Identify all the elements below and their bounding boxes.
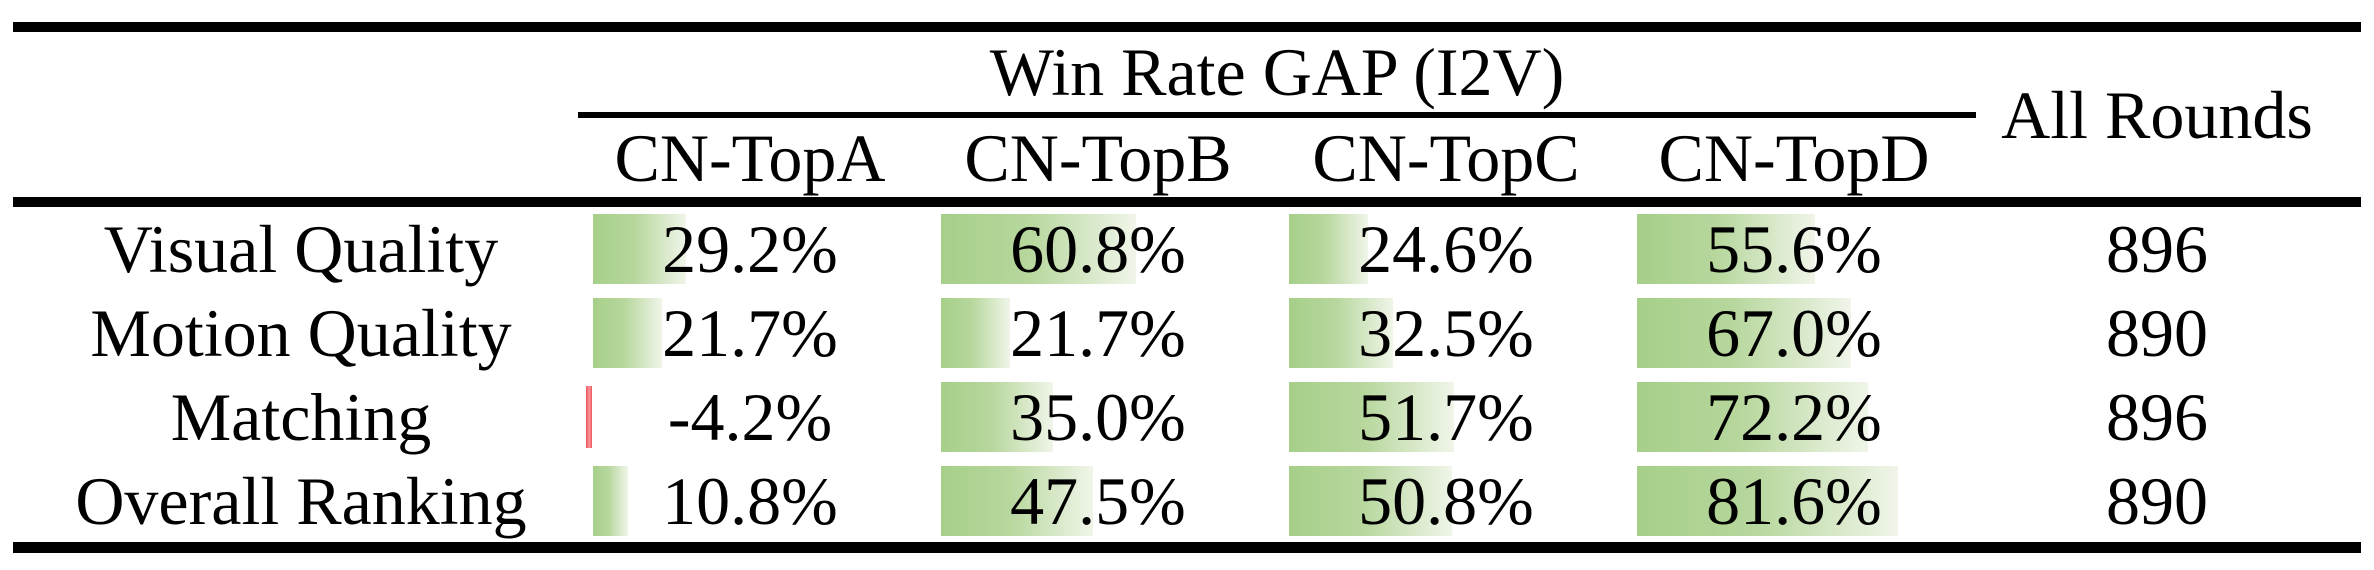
all-rounds-cell: 896 [2106, 211, 2208, 287]
group-header-win-rate-gap: Win Rate GAP (I2V) [989, 34, 1565, 110]
value-cell: 24.6% [1272, 207, 1620, 291]
row-label-matching: Matching [170, 379, 432, 455]
value-cell: 81.6% [1620, 459, 1968, 543]
data-bar [1637, 214, 1962, 284]
data-bar [1289, 214, 1614, 284]
value-cell: 32.5% [1272, 291, 1620, 375]
value-text: 35.0% [1010, 379, 1186, 455]
data-bar [593, 466, 918, 536]
value-cell: 51.7% [1272, 375, 1620, 459]
value-cell: 55.6% [1620, 207, 1968, 291]
data-bar [593, 298, 918, 368]
value-text: 50.8% [1358, 463, 1534, 539]
value-text: 60.8% [1010, 211, 1186, 287]
value-cell: -4.2% [576, 375, 924, 459]
row-label-visual-quality: Visual Quality [103, 211, 499, 287]
value-cell: 47.5% [924, 459, 1272, 543]
value-text: 10.8% [662, 463, 838, 539]
value-cell: 67.0% [1620, 291, 1968, 375]
data-bar [941, 466, 1266, 536]
column-header-cn-topb: CN-TopB [964, 119, 1232, 196]
column-header-all-rounds: All Rounds [2001, 76, 2313, 153]
value-text: 32.5% [1358, 295, 1534, 371]
table-rule-header-body [13, 197, 2361, 207]
table-rule-under-group-header [578, 112, 1976, 118]
value-text: 51.7% [1358, 379, 1534, 455]
data-bar-negative [586, 382, 918, 452]
table-rule-bottom [13, 542, 2361, 553]
column-header-cn-topa: CN-TopA [614, 119, 886, 196]
value-cell: 72.2% [1620, 375, 1968, 459]
all-rounds-cell: 890 [2106, 463, 2208, 539]
value-text: 21.7% [662, 295, 838, 371]
all-rounds-cell: 890 [2106, 295, 2208, 371]
data-bar [1637, 382, 1962, 452]
value-text: 72.2% [1706, 379, 1882, 455]
value-cell: 21.7% [924, 291, 1272, 375]
table-rule-top [13, 22, 2361, 32]
value-cell: 21.7% [576, 291, 924, 375]
value-text: 67.0% [1706, 295, 1882, 371]
row-label-motion-quality: Motion Quality [90, 295, 512, 371]
column-header-cn-topc: CN-TopC [1312, 119, 1580, 196]
row-label-overall-ranking: Overall Ranking [75, 463, 527, 539]
value-text: -4.2% [667, 379, 833, 455]
data-bar [941, 214, 1266, 284]
data-bar [941, 298, 1266, 368]
value-text: 29.2% [662, 211, 838, 287]
data-bar [593, 214, 918, 284]
value-cell: 35.0% [924, 375, 1272, 459]
value-text: 55.6% [1706, 211, 1882, 287]
data-bar [941, 382, 1266, 452]
data-bar [1289, 382, 1614, 452]
value-cell: 29.2% [576, 207, 924, 291]
value-text: 81.6% [1706, 463, 1882, 539]
value-cell: 10.8% [576, 459, 924, 543]
data-bar [1289, 466, 1614, 536]
value-text: 24.6% [1358, 211, 1534, 287]
data-bar [1637, 298, 1962, 368]
value-text: 21.7% [1010, 295, 1186, 371]
value-cell: 60.8% [924, 207, 1272, 291]
all-rounds-cell: 896 [2106, 379, 2208, 455]
value-cell: 50.8% [1272, 459, 1620, 543]
data-bar [1289, 298, 1614, 368]
data-bar [1637, 466, 1962, 536]
value-text: 47.5% [1010, 463, 1186, 539]
column-header-cn-topd: CN-TopD [1658, 119, 1930, 196]
